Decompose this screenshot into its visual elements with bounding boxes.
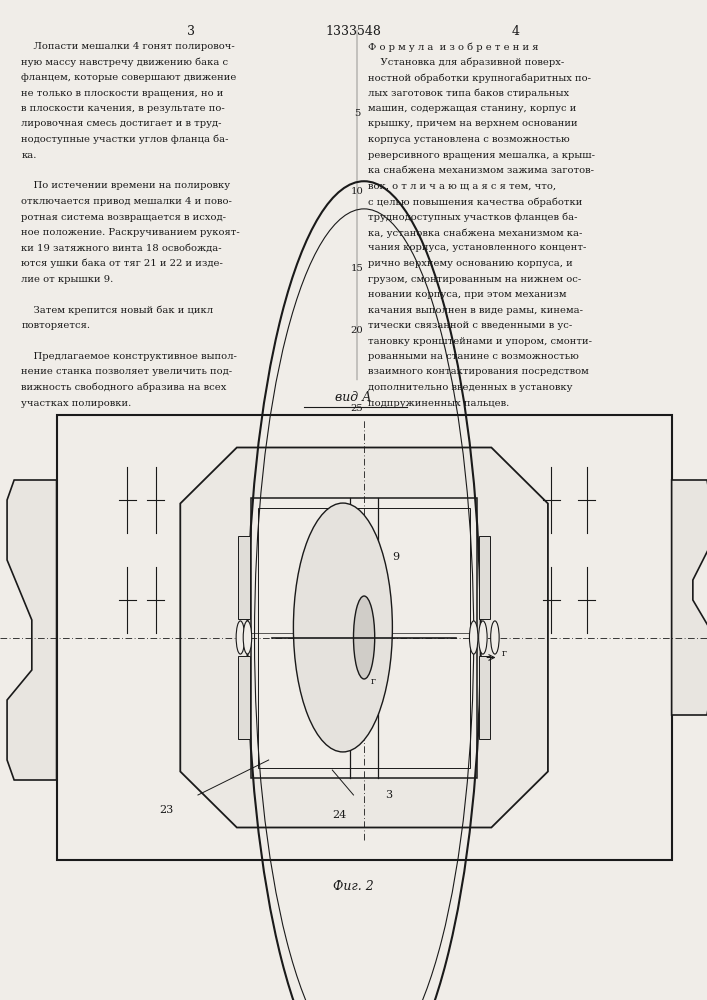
Text: дополнительно введенных в установку: дополнительно введенных в установку: [368, 383, 572, 392]
Bar: [479, 536, 490, 619]
Polygon shape: [7, 480, 57, 780]
Text: нодоступные участки углов фланца ба-: нодоступные участки углов фланца ба-: [21, 135, 228, 144]
Text: лых заготовок типа баков стиральных: лых заготовок типа баков стиральных: [368, 89, 568, 98]
Text: ка снабжена механизмом зажима заготов-: ка снабжена механизмом зажима заготов-: [368, 166, 594, 175]
Text: Ф о р м у л а  и з о б р е т е н и я: Ф о р м у л а и з о б р е т е н и я: [368, 42, 538, 51]
Text: Лопасти мешалки 4 гонят полировоч-: Лопасти мешалки 4 гонят полировоч-: [21, 42, 235, 51]
Text: корпуса установлена с возможностью: корпуса установлена с возможностью: [368, 135, 569, 144]
Text: не только в плоскости вращения, но и: не только в плоскости вращения, но и: [21, 89, 223, 98]
Text: ротная система возвращается в исход-: ротная система возвращается в исход-: [21, 213, 226, 222]
Text: тически связанной с введенными в ус-: тически связанной с введенными в ус-: [368, 321, 572, 330]
Text: 20: 20: [351, 326, 363, 335]
Text: в плоскости качения, в результате по-: в плоскости качения, в результате по-: [21, 104, 225, 113]
Text: нение станка позволяет увеличить под-: нение станка позволяет увеличить под-: [21, 367, 233, 376]
Text: отключается привод мешалки 4 и пово-: отключается привод мешалки 4 и пово-: [21, 197, 232, 206]
Text: вид А: вид А: [335, 391, 372, 404]
Text: крышку, причем на верхнем основании: крышку, причем на верхнем основании: [368, 119, 577, 128]
Text: ное положение. Раскручиванием рукоят-: ное положение. Раскручиванием рукоят-: [21, 228, 240, 237]
Text: 15: 15: [351, 264, 363, 273]
Text: реверсивного вращения мешалка, а крыш-: реверсивного вращения мешалка, а крыш-: [368, 151, 595, 160]
Polygon shape: [180, 448, 548, 828]
Text: ностной обработки крупногабаритных по-: ностной обработки крупногабаритных по-: [368, 73, 590, 83]
Text: Установка для абразивной поверх-: Установка для абразивной поверх-: [368, 57, 564, 67]
Text: лие от крышки 9.: лие от крышки 9.: [21, 274, 113, 284]
Text: Предлагаемое конструктивное выпол-: Предлагаемое конструктивное выпол-: [21, 352, 237, 361]
Ellipse shape: [236, 621, 245, 654]
Text: 9: 9: [392, 552, 399, 562]
Text: 3: 3: [187, 25, 195, 38]
Bar: [57, 415, 672, 860]
Text: Затем крепится новый бак и цикл: Затем крепится новый бак и цикл: [21, 306, 214, 315]
Text: взаимного контактирования посредством: взаимного контактирования посредством: [368, 367, 588, 376]
Text: рично верхнему основанию корпуса, и: рично верхнему основанию корпуса, и: [368, 259, 573, 268]
Text: 1333548: 1333548: [325, 25, 382, 38]
Text: г: г: [371, 678, 376, 686]
Text: 3: 3: [385, 790, 392, 800]
Bar: [238, 656, 250, 739]
Text: повторяется.: повторяется.: [21, 321, 90, 330]
Ellipse shape: [243, 621, 252, 654]
Bar: [251, 498, 477, 778]
Text: 23: 23: [159, 805, 173, 815]
Bar: [479, 656, 490, 739]
Text: ются ушки бака от тяг 21 и 22 и изде-: ются ушки бака от тяг 21 и 22 и изде-: [21, 259, 223, 268]
Text: г: г: [502, 649, 507, 658]
Polygon shape: [672, 480, 707, 715]
Text: 24: 24: [332, 810, 346, 820]
Ellipse shape: [354, 596, 375, 679]
Text: Фиг. 2: Фиг. 2: [333, 880, 374, 893]
Bar: [238, 536, 250, 619]
Text: качания выполнен в виде рамы, кинема-: качания выполнен в виде рамы, кинема-: [368, 306, 583, 315]
Text: По истечении времени на полировку: По истечении времени на полировку: [21, 182, 230, 190]
Text: ка, установка снабжена механизмом ка-: ка, установка снабжена механизмом ка-: [368, 228, 582, 237]
Text: 25: 25: [351, 404, 363, 413]
Text: ки 19 затяжного винта 18 освобожда-: ки 19 затяжного винта 18 освобожда-: [21, 243, 222, 252]
Text: чания корпуса, установленного концент-: чания корпуса, установленного концент-: [368, 243, 586, 252]
Text: грузом, смонтированным на нижнем ос-: грузом, смонтированным на нижнем ос-: [368, 274, 581, 284]
Bar: [258, 508, 470, 768]
Text: ка.: ка.: [21, 151, 37, 160]
Text: лировочная смесь достигает и в труд-: лировочная смесь достигает и в труд-: [21, 119, 222, 128]
Text: 4: 4: [512, 25, 520, 38]
Text: машин, содержащая станину, корпус и: машин, содержащая станину, корпус и: [368, 104, 576, 113]
Text: труднодоступных участков фланцев ба-: труднодоступных участков фланцев ба-: [368, 213, 577, 222]
Text: 5: 5: [354, 109, 361, 118]
Text: рованными на станине с возможностью: рованными на станине с возможностью: [368, 352, 578, 361]
Ellipse shape: [469, 621, 478, 654]
Text: вок, о т л и ч а ю щ а я с я тем, что,: вок, о т л и ч а ю щ а я с я тем, что,: [368, 182, 556, 190]
Text: 10: 10: [351, 186, 363, 196]
Text: новании корпуса, при этом механизм: новании корпуса, при этом механизм: [368, 290, 566, 299]
Text: тановку кронштейнами и упором, смонти-: тановку кронштейнами и упором, смонти-: [368, 336, 592, 346]
Ellipse shape: [479, 621, 487, 654]
Text: с целью повышения качества обработки: с целью повышения качества обработки: [368, 197, 582, 207]
Text: участках полировки.: участках полировки.: [21, 399, 132, 408]
Text: подпружиненных пальцев.: подпружиненных пальцев.: [368, 399, 509, 408]
Ellipse shape: [293, 503, 392, 752]
Text: фланцем, которые совершают движение: фланцем, которые совершают движение: [21, 73, 237, 82]
Ellipse shape: [491, 621, 499, 654]
Text: вижность свободного абразива на всех: вижность свободного абразива на всех: [21, 383, 226, 392]
Text: ную массу навстречу движению бака с: ную массу навстречу движению бака с: [21, 57, 228, 67]
